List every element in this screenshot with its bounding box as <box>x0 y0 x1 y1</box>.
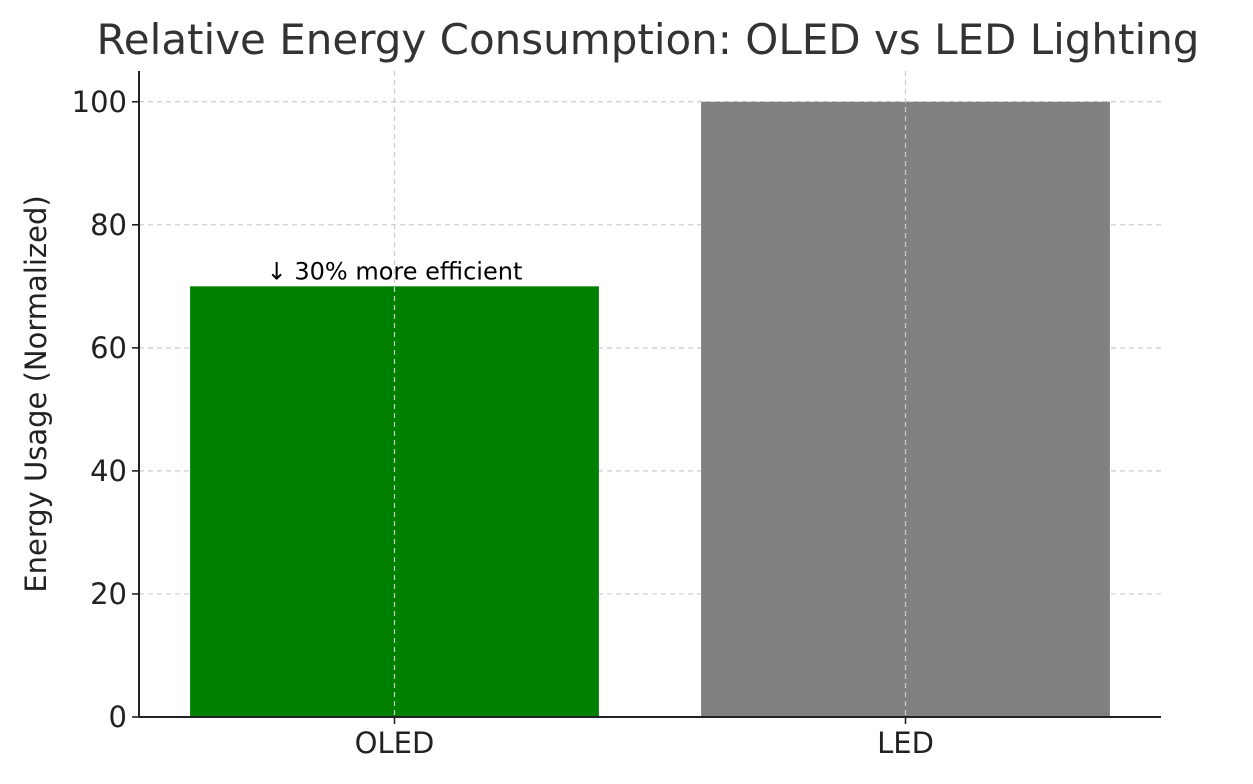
y-tick-label: 20 <box>90 577 127 611</box>
y-axis-label: Energy Usage (Normalized) <box>19 195 53 592</box>
y-tick-label: 80 <box>90 208 127 242</box>
annotations: ↓ 30% more efficient <box>267 257 523 285</box>
y-tick-label: 40 <box>90 454 127 488</box>
chart-title: Relative Energy Consumption: OLED vs LED… <box>97 15 1200 64</box>
y-tick-label: 0 <box>109 700 127 734</box>
y-tick-label: 60 <box>90 331 127 365</box>
tick-labels: 0 20 40 60 80 100 OLED LED <box>72 85 934 760</box>
x-tick-label: OLED <box>355 726 435 760</box>
bars <box>190 101 1110 717</box>
x-tick-label: LED <box>877 726 934 760</box>
annotation-label: ↓ 30% more efficient <box>267 257 523 285</box>
y-tick-label: 100 <box>72 85 127 119</box>
axes <box>132 71 1161 724</box>
bar-oled <box>190 286 599 717</box>
